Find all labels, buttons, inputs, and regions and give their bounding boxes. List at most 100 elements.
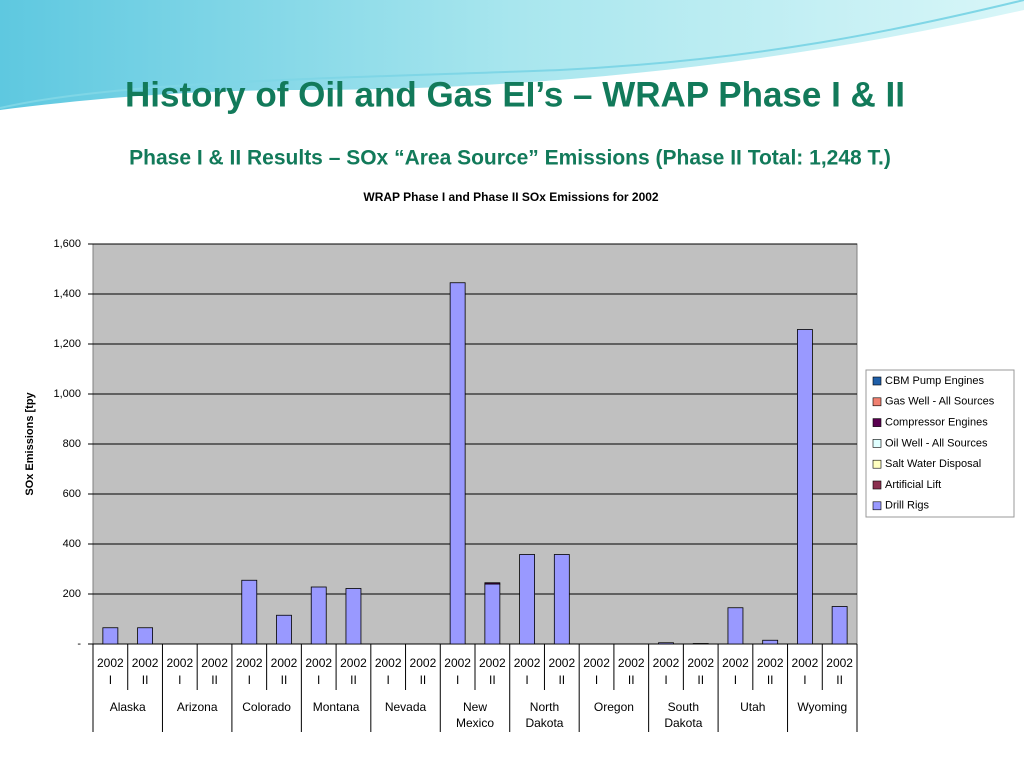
y-tick-label: 1,200	[53, 338, 81, 350]
x-tick-label: 2002	[826, 656, 853, 670]
x-tick-label: II	[211, 673, 218, 687]
bar-segment	[484, 582, 501, 585]
x-tick-label: 2002	[548, 656, 575, 670]
legend-label: Gas Well - All Sources	[885, 396, 995, 408]
y-tick-label: 800	[63, 438, 81, 450]
x-tick-label: 2002	[792, 656, 819, 670]
x-tick-label: II	[350, 673, 357, 687]
x-tick-label: I	[525, 673, 528, 687]
x-tick-label: 2002	[97, 656, 124, 670]
x-tick-label: 2002	[340, 656, 367, 670]
y-tick-label: 200	[63, 588, 81, 600]
x-tick-label: I	[248, 673, 251, 687]
legend-swatch	[872, 397, 882, 407]
x-tick-label: II	[281, 673, 288, 687]
legend-label: Oil Well - All Sources	[885, 437, 988, 449]
bar-segment	[102, 627, 119, 645]
x-tick-label: II	[420, 673, 427, 687]
header-wave	[0, 0, 1024, 110]
x-tick-label: II	[697, 673, 704, 687]
x-tick-label: 2002	[410, 656, 437, 670]
x-tick-label: 2002	[722, 656, 749, 670]
y-axis-label: SOx Emissions [tpy	[24, 391, 36, 495]
group-label: South Dakota	[664, 700, 703, 730]
legend-label: Compressor Engines	[885, 417, 988, 429]
x-tick-label: I	[317, 673, 320, 687]
group-label: Wyoming	[797, 700, 848, 714]
chart-title: WRAP Phase I and Phase II SOx Emissions …	[363, 190, 659, 204]
y-tick-label: 1,600	[53, 238, 81, 250]
bar-segment	[241, 579, 258, 645]
x-tick-label: II	[836, 673, 843, 687]
x-tick-label: 2002	[479, 656, 506, 670]
group-label: Arizona	[176, 700, 218, 714]
x-tick-label: I	[595, 673, 598, 687]
legend-swatch	[872, 439, 882, 448]
legend-box	[865, 369, 1015, 518]
bar-segment	[553, 554, 570, 645]
y-tick-label: 1,000	[53, 388, 81, 400]
bar-segment	[519, 554, 535, 645]
y-tick-label: 600	[63, 488, 81, 500]
x-tick-label: I	[456, 673, 459, 687]
bar-segment	[831, 606, 848, 645]
x-tick-label: II	[767, 673, 774, 687]
x-tick-label: 2002	[687, 656, 714, 670]
x-tick-label: 2002	[444, 656, 471, 670]
x-tick-label: 2002	[305, 656, 332, 670]
wave-line	[0, 0, 1024, 109]
x-tick-label: 2002	[201, 656, 228, 670]
legend-label: Drill Rigs	[885, 500, 930, 512]
x-tick-label: II	[489, 673, 496, 687]
group-label: Alaska	[109, 700, 146, 714]
bar-segment	[692, 643, 709, 645]
y-tick-label: -	[77, 638, 81, 650]
slide-subtitle: Phase I & II Results – SOx “Area Source”…	[129, 147, 891, 170]
x-tick-label: 2002	[583, 656, 610, 670]
x-tick-label: 2002	[757, 656, 784, 670]
x-tick-label: II	[558, 673, 565, 687]
bar-segment	[449, 282, 466, 645]
x-tick-label: 2002	[236, 656, 263, 670]
x-tick-label: 2002	[271, 656, 298, 670]
bar-segment	[276, 614, 292, 645]
x-tick-label: II	[628, 673, 635, 687]
x-tick-label: 2002	[653, 656, 680, 670]
y-tick-label: 1,400	[53, 288, 81, 300]
legend-swatch	[872, 459, 882, 469]
x-tick-label: I	[387, 673, 390, 687]
slide-title: History of Oil and Gas EI’s – WRAP Phase…	[125, 75, 905, 114]
bar-segment	[797, 329, 813, 645]
x-tick-label: 2002	[618, 656, 645, 670]
x-tick-label: I	[109, 673, 112, 687]
x-tick-label: I	[664, 673, 667, 687]
bar-segment	[658, 642, 674, 645]
legend-label: CBM Pump Engines	[885, 375, 985, 387]
bar-segment	[137, 627, 153, 645]
group-label: Nevada	[384, 700, 427, 714]
legend-swatch	[872, 418, 882, 427]
bar-segment	[484, 583, 501, 645]
group-label: Colorado	[242, 700, 291, 714]
group-label: Oregon	[593, 700, 634, 714]
x-tick-label: I	[803, 673, 806, 687]
legend-label: Salt Water Disposal	[885, 458, 981, 470]
x-tick-label: 2002	[514, 656, 541, 670]
x-tick-label: 2002	[132, 656, 159, 670]
x-tick-label: I	[734, 673, 737, 687]
bar-segment	[727, 607, 744, 645]
legend-swatch	[872, 480, 882, 490]
legend-label: Artificial Lift	[885, 479, 941, 491]
group-label: Utah	[740, 700, 766, 714]
legend-swatch	[872, 376, 882, 386]
x-tick-label: 2002	[166, 656, 193, 670]
group-label: Montana	[312, 700, 360, 714]
bar-segment	[762, 639, 779, 645]
bar-segment	[345, 588, 362, 645]
group-label: North Dakota	[525, 700, 564, 730]
bar-segment	[310, 586, 327, 645]
x-tick-label: I	[178, 673, 181, 687]
group-label: New Mexico	[455, 700, 494, 730]
